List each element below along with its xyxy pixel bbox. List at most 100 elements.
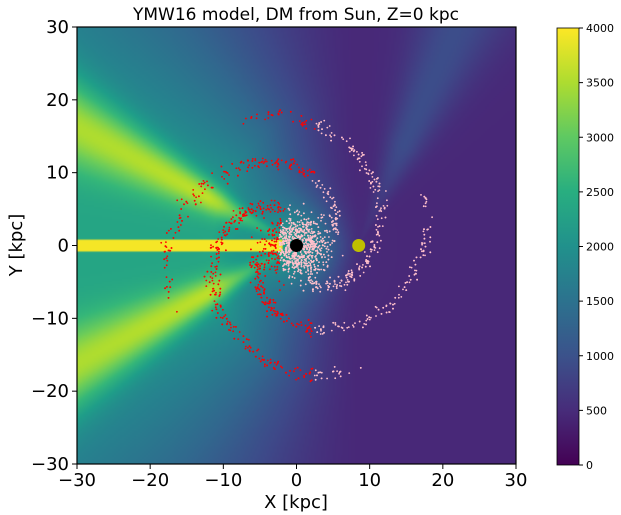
scatter-point — [312, 260, 315, 262]
scatter-point — [295, 254, 297, 256]
scatter-point — [286, 242, 289, 244]
scatter-point — [306, 244, 309, 247]
scatter-point — [168, 249, 171, 252]
scatter-point — [339, 375, 342, 378]
scatter-point — [303, 242, 305, 245]
scatter-point — [301, 235, 304, 237]
scatter-point — [176, 199, 179, 202]
scatter-point — [271, 244, 274, 246]
scatter-point — [301, 171, 304, 174]
scatter-point — [403, 286, 406, 288]
scatter-point — [292, 222, 295, 225]
scatter-point — [337, 325, 339, 328]
scatter-point — [183, 203, 185, 206]
scatter-point — [314, 243, 317, 246]
scatter-point — [298, 236, 300, 238]
scatter-point — [268, 233, 270, 236]
colorbar-tick-label: 500 — [586, 404, 607, 417]
scatter-point — [370, 182, 372, 185]
scatter-point — [320, 329, 322, 332]
scatter-point — [303, 172, 306, 175]
scatter-point — [327, 190, 330, 193]
scatter-point — [305, 227, 308, 230]
scatter-point — [376, 202, 378, 205]
scatter-point — [316, 272, 318, 274]
scatter-point — [306, 174, 309, 177]
scatter-point — [309, 262, 312, 265]
scatter-point — [307, 269, 309, 272]
scatter-point — [302, 231, 305, 233]
scatter-point — [298, 120, 301, 122]
scatter-point — [310, 279, 312, 281]
scatter-point — [296, 322, 298, 325]
scatter-point — [241, 207, 244, 210]
scatter-point — [283, 208, 286, 210]
scatter-point — [298, 255, 301, 258]
scatter-point — [410, 266, 413, 269]
scatter-point — [365, 168, 368, 171]
scatter-point — [306, 221, 309, 224]
x-tick-label: −30 — [58, 470, 96, 491]
colorbar: 0 500 1000 1500 2000 2500 3000 3500 4000 — [556, 22, 614, 472]
scatter-point — [334, 204, 336, 207]
scatter-point — [264, 159, 267, 161]
scatter-point — [165, 241, 167, 244]
scatter-point — [365, 164, 368, 167]
scatter-point — [309, 332, 311, 335]
scatter-point — [270, 265, 273, 268]
scatter-point — [300, 259, 303, 261]
scatter-point — [165, 257, 168, 260]
colorbar-tick-label: 1000 — [586, 350, 614, 363]
scatter-point — [223, 170, 226, 173]
scatter-point — [297, 377, 300, 380]
scatter-point — [305, 260, 308, 262]
scatter-point — [275, 253, 278, 256]
scatter-point — [317, 124, 320, 126]
scatter-point — [288, 167, 291, 169]
scatter-point — [330, 132, 333, 134]
colorbar-tick-label: 2000 — [586, 241, 614, 254]
scatter-point — [327, 254, 330, 257]
scatter-point — [300, 219, 303, 222]
scatter-point — [293, 211, 296, 214]
scatter-point — [214, 293, 217, 296]
scatter-point — [361, 154, 364, 156]
scatter-point — [192, 193, 195, 196]
scatter-point — [316, 241, 319, 243]
scatter-point — [424, 205, 427, 208]
scatter-point — [301, 124, 304, 127]
scatter-point — [303, 121, 306, 123]
scatter-point — [292, 255, 295, 257]
scatter-point — [312, 235, 314, 238]
scatter-point — [168, 280, 171, 283]
scatter-point — [289, 369, 291, 372]
scatter-point — [369, 248, 372, 251]
scatter-point — [328, 286, 330, 288]
scatter-point — [218, 248, 220, 250]
scatter-point — [363, 251, 366, 253]
scatter-point — [260, 254, 263, 257]
scatter-point — [325, 282, 327, 285]
scatter-point — [265, 240, 268, 243]
scatter-point — [296, 255, 299, 258]
scatter-point — [290, 282, 293, 285]
scatter-point — [285, 239, 287, 242]
scatter-point — [389, 302, 392, 305]
scatter-point — [283, 231, 285, 234]
scatter-point — [319, 285, 321, 287]
scatter-point — [274, 210, 276, 213]
scatter-point — [283, 263, 286, 265]
scatter-point — [274, 310, 276, 313]
scatter-point — [331, 239, 334, 242]
scatter-point — [303, 254, 305, 257]
scatter-point — [218, 231, 221, 234]
scatter-point — [406, 281, 408, 283]
scatter-point — [258, 280, 261, 283]
scatter-point — [256, 227, 258, 229]
scatter-point — [242, 335, 245, 337]
scatter-point — [303, 237, 306, 240]
scatter-point — [304, 123, 307, 126]
scatter-point — [259, 272, 261, 275]
scatter-point — [300, 115, 303, 117]
scatter-point — [262, 201, 265, 204]
